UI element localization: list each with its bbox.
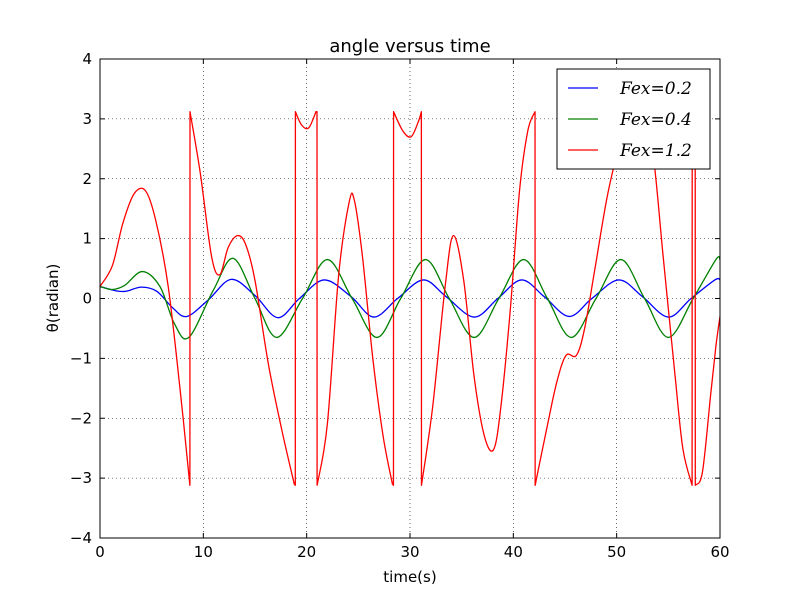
legend-label-series-0: Fex=0.2: [619, 79, 692, 99]
x-axis-label: time(s): [383, 568, 436, 586]
y-tick-label: −2: [70, 409, 92, 427]
y-tick-label: 2: [82, 170, 92, 188]
x-tick-label: 10: [194, 543, 213, 561]
x-tick-label: 30: [400, 543, 419, 561]
y-tick-label: −3: [70, 469, 92, 487]
y-tick-label: −1: [70, 349, 92, 367]
axis-ticks: 0 10 20 30 40 50 60 −4 −3 −2 −1 0 1 2 3 4: [70, 50, 730, 561]
legend-label-series-2: Fex=1.2: [619, 141, 692, 161]
legend-label-series-1: Fex=0.4: [619, 110, 692, 130]
x-tick-label: 40: [504, 543, 523, 561]
y-tick-label: −4: [70, 529, 92, 547]
y-tick-label: 3: [82, 110, 92, 128]
series-line-1: [100, 256, 720, 340]
y-tick-label: 0: [82, 290, 92, 308]
y-tick-label: 4: [82, 50, 92, 68]
chart-title: angle versus time: [329, 36, 490, 57]
legend: Fex=0.2 Fex=0.4 Fex=1.2: [556, 68, 711, 170]
y-axis-label: θ(radian): [44, 264, 62, 333]
x-tick-label: 60: [710, 543, 729, 561]
y-tick-label: 1: [82, 230, 92, 248]
x-tick-label: 50: [607, 543, 626, 561]
x-tick-label: 20: [297, 543, 316, 561]
x-tick-label: 0: [95, 543, 105, 561]
